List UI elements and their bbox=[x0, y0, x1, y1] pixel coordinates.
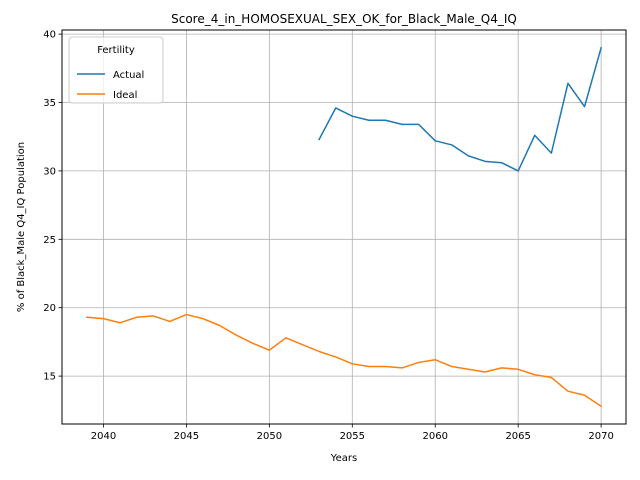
x-tick-label: 2055 bbox=[340, 431, 365, 442]
y-axis-label: % of Black_Male Q4_IQ Population bbox=[16, 142, 27, 312]
y-tick-label: 25 bbox=[43, 235, 56, 246]
series-line-actual bbox=[318, 46, 603, 172]
x-axis-label: Years bbox=[330, 453, 357, 464]
y-tick-label: 20 bbox=[43, 303, 56, 314]
legend-label-actual: Actual bbox=[113, 70, 144, 81]
legend-label-ideal: Ideal bbox=[113, 90, 137, 101]
x-tick-label: 2040 bbox=[91, 431, 116, 442]
plot-area-frame bbox=[61, 29, 627, 425]
x-tick-label: 2045 bbox=[174, 431, 199, 442]
x-tick-label: 2050 bbox=[257, 431, 282, 442]
legend-title: Fertility bbox=[97, 45, 135, 56]
y-tick-label: 30 bbox=[43, 166, 56, 177]
x-axis-ticks: 2040 2045 2050 2055 2060 2065 2070 bbox=[91, 424, 614, 442]
legend: Fertility Actual Ideal bbox=[68, 36, 164, 104]
series-line-ideal bbox=[86, 313, 603, 408]
x-tick-label: 2060 bbox=[423, 431, 448, 442]
x-tick-label: 2065 bbox=[505, 431, 530, 442]
legend-items: Actual Ideal bbox=[77, 70, 144, 101]
legend-box bbox=[68, 36, 164, 104]
y-tick-label: 15 bbox=[43, 372, 56, 383]
y-tick-label: 40 bbox=[43, 30, 56, 41]
grid bbox=[62, 30, 626, 424]
y-axis-ticks: 15 20 25 30 35 40 bbox=[43, 30, 62, 383]
series-group bbox=[86, 46, 603, 408]
y-tick-label: 35 bbox=[43, 98, 56, 109]
chart-title: Score_4_in_HOMOSEXUAL_SEX_OK_for_Black_M… bbox=[171, 12, 517, 26]
x-tick-label: 2070 bbox=[588, 431, 613, 442]
